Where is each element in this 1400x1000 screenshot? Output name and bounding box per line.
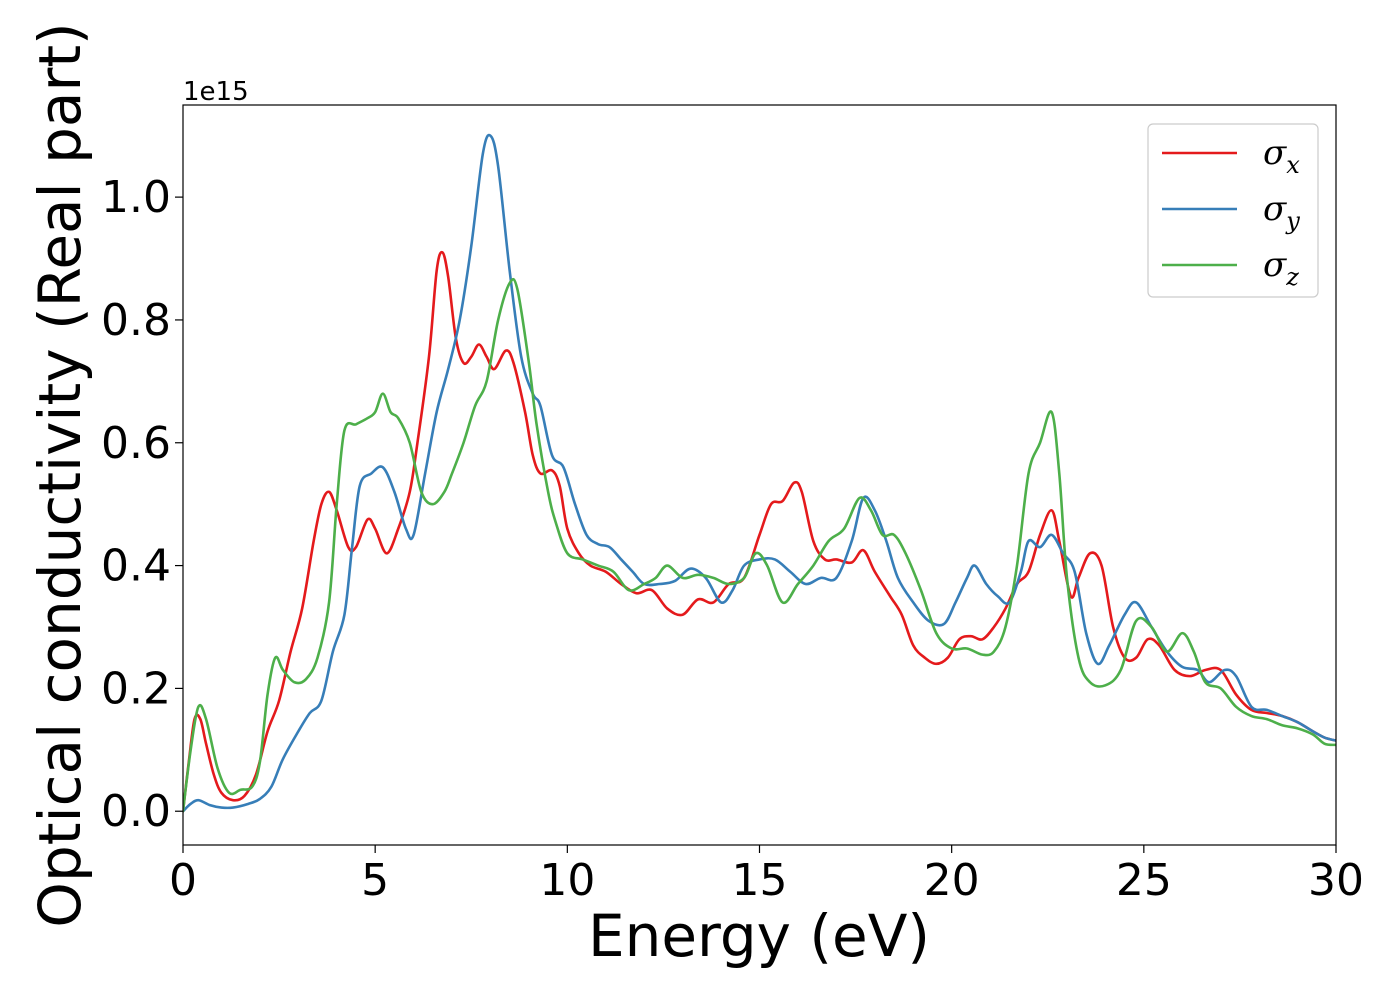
x-tick-label: 10 [539,855,595,906]
y-offset-text: 1e15 [183,77,249,107]
series-line-sigma-y [183,133,1336,813]
x-axis-ticks: 0 5 10 15 20 25 30 [169,845,1364,906]
y-tick-label: 0.4 [101,541,171,592]
y-tick-label: 0.6 [101,418,171,469]
y-tick-label: 0.2 [101,663,171,714]
plot-lines [183,133,1336,813]
x-tick-label: 0 [169,855,197,906]
x-tick-label: 25 [1116,855,1172,906]
y-axis-label: Optical conductivity (Real part) [26,22,94,927]
series-line-sigma-z [183,277,1336,813]
x-tick-label: 15 [732,855,788,906]
x-tick-label: 20 [924,855,980,906]
series-line-sigma-x [183,250,1336,813]
y-axis-ticks: 0.0 0.2 0.4 0.6 0.8 1.0 [101,172,183,837]
x-tick-label: 5 [361,855,389,906]
legend-frame [1147,123,1319,298]
x-tick-label: 30 [1308,855,1364,906]
y-tick-label: 0.8 [101,295,171,346]
y-tick-label: 1.0 [101,172,171,223]
y-tick-label: 0.0 [101,786,171,837]
x-axis-label: Energy (eV) [588,902,930,970]
